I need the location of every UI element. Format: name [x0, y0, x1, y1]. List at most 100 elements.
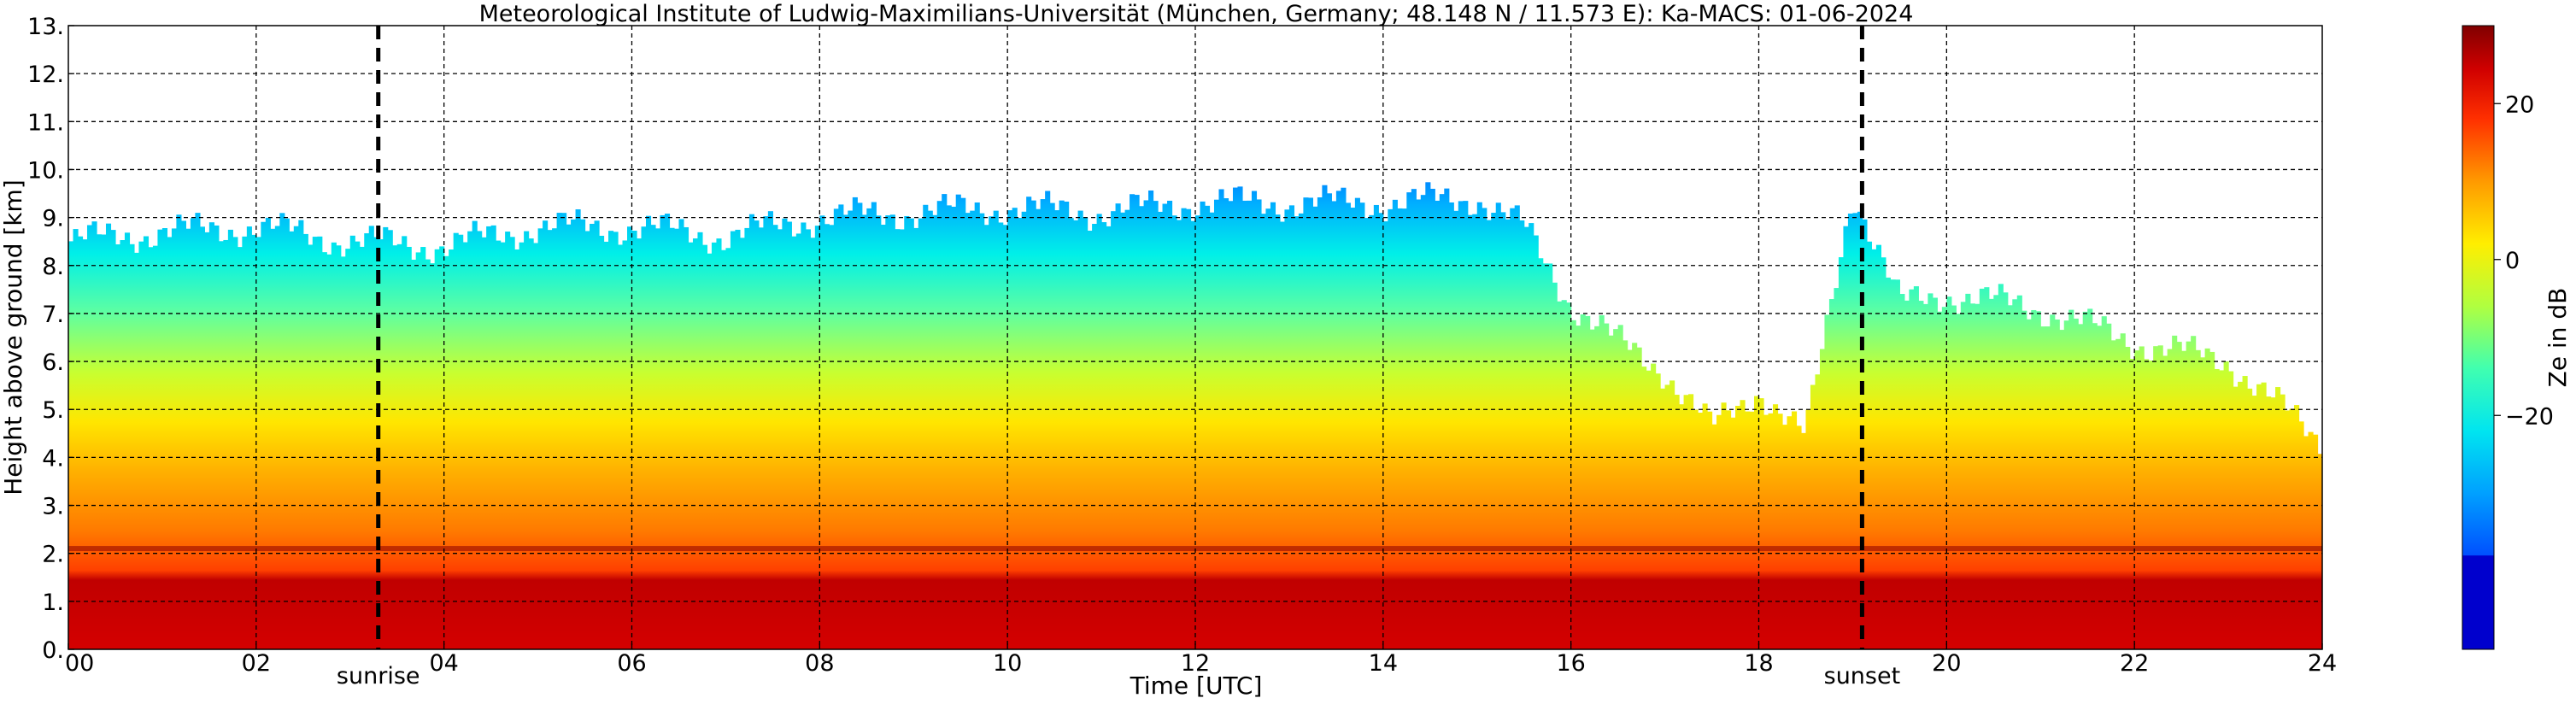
reflectivity-column [2134, 350, 2140, 649]
reflectivity-column [2270, 397, 2276, 649]
reflectivity-column [68, 241, 74, 649]
reflectivity-column [1660, 388, 1666, 649]
reflectivity-column [955, 194, 961, 649]
reflectivity-column [1463, 201, 1469, 649]
reflectivity-column [302, 233, 308, 649]
reflectivity-column [1012, 208, 1018, 649]
reflectivity-column [1388, 208, 1394, 649]
reflectivity-column [1382, 221, 1388, 649]
reflectivity-column [1195, 215, 1201, 649]
reflectivity-column [528, 238, 534, 649]
reflectivity-column [1589, 329, 1595, 649]
reflectivity-column [274, 226, 280, 649]
reflectivity-column [1209, 212, 1215, 649]
reflectivity-column [387, 230, 393, 649]
reflectivity-column [1040, 199, 1046, 649]
reflectivity-column [1805, 409, 1811, 649]
y-tick-label: 6. [42, 349, 64, 376]
reflectivity-column [373, 237, 379, 649]
reflectivity-column [2251, 396, 2257, 649]
reflectivity-column [1721, 402, 1727, 649]
reflectivity-column [1913, 286, 1919, 649]
reflectivity-column [279, 213, 285, 649]
reflectivity-column [1373, 204, 1379, 649]
reflectivity-column [701, 244, 708, 649]
reflectivity-column [1909, 289, 1915, 649]
reflectivity-column [889, 214, 895, 649]
reflectivity-column [1707, 411, 1713, 649]
reflectivity-column [430, 263, 436, 649]
reflectivity-column [2097, 326, 2103, 649]
reflectivity-column [152, 245, 159, 649]
colorbar-tick-label: 20 [2505, 91, 2534, 118]
reflectivity-column [970, 210, 976, 649]
reflectivity-column [1162, 203, 1168, 649]
reflectivity-column [105, 223, 112, 649]
reflectivity-column [1495, 202, 1501, 649]
reflectivity-column [2242, 376, 2248, 649]
reflectivity-column [2195, 349, 2201, 649]
reflectivity-column [848, 210, 854, 649]
reflectivity-column [255, 237, 261, 649]
reflectivity-column [1439, 194, 1445, 649]
reflectivity-column [772, 225, 778, 649]
reflectivity-column [1815, 374, 1821, 649]
reflectivity-column [425, 259, 431, 649]
reflectivity-column [157, 229, 163, 649]
reflectivity-column [2115, 338, 2121, 649]
reflectivity-column [754, 220, 760, 649]
reflectivity-column [603, 241, 609, 649]
sunset-label: sunset [1824, 663, 1901, 689]
reflectivity-column [1843, 226, 1849, 649]
reflectivity-column [1899, 294, 1905, 649]
chart-title: Meteorological Institute of Ludwig-Maxim… [479, 1, 1914, 27]
reflectivity-column [284, 218, 290, 649]
reflectivity-column [1890, 279, 1896, 649]
y-tick-label: 8. [42, 254, 64, 280]
reflectivity-column [622, 240, 628, 649]
reflectivity-column [852, 197, 858, 649]
reflectivity-column [678, 219, 684, 649]
reflectivity-column [2298, 421, 2304, 649]
reflectivity-column [364, 233, 370, 649]
reflectivity-column [1655, 373, 1661, 649]
reflectivity-column [791, 236, 797, 649]
reflectivity-column [2110, 340, 2116, 649]
reflectivity-column [1894, 279, 1900, 649]
reflectivity-column [2200, 357, 2206, 649]
reflectivity-column [1711, 424, 1717, 649]
reflectivity-column [496, 240, 502, 649]
reflectivity-column [1875, 244, 1881, 649]
reflectivity-column [1068, 218, 1074, 649]
reflectivity-column [1130, 194, 1135, 649]
reflectivity-column [2092, 323, 2098, 649]
reflectivity-column [707, 253, 713, 649]
reflectivity-column [1533, 235, 1539, 649]
reflectivity-column [1538, 258, 1544, 649]
reflectivity-column [1111, 211, 1117, 649]
reflectivity-column [1049, 202, 1055, 649]
x-tick-label: 24 [2308, 650, 2337, 677]
reflectivity-column [2172, 335, 2178, 649]
reflectivity-column [138, 241, 144, 649]
reflectivity-column [1190, 220, 1196, 649]
reflectivity-column [2144, 359, 2150, 649]
reflectivity-column [1350, 208, 1356, 649]
reflectivity-column [1740, 400, 1746, 649]
reflectivity-column [1482, 208, 1488, 649]
reflectivity-column [349, 235, 355, 649]
y-tick-label: 9. [42, 206, 64, 232]
reflectivity-column [2256, 384, 2262, 649]
y-tick-label: 5. [42, 397, 64, 424]
reflectivity-column [472, 220, 478, 649]
reflectivity-column [1791, 411, 1798, 649]
reflectivity-column [2162, 355, 2168, 649]
reflectivity-column [1754, 396, 1760, 649]
reflectivity-column [711, 242, 718, 649]
reflectivity-column [402, 236, 408, 649]
reflectivity-column [1698, 413, 1704, 649]
reflectivity-column [1651, 363, 1657, 649]
reflectivity-column [979, 213, 985, 649]
reflectivity-column [2204, 348, 2210, 649]
reflectivity-column [1345, 202, 1351, 649]
